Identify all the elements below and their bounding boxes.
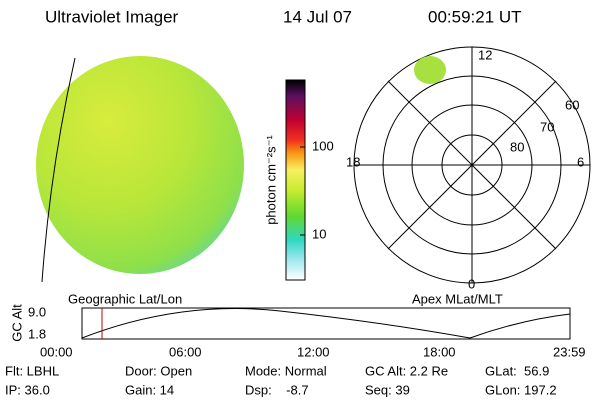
panel-label: Geographic Lat/Lon <box>68 291 182 306</box>
x-tick-label: 12:00 <box>297 344 330 359</box>
y-tick-label: 1.8 <box>28 326 46 341</box>
status-field: Seq: 39 <box>365 382 410 397</box>
panel-label: Apex MLat/MLT <box>412 291 503 306</box>
status-field: GC Alt: 2.2 Re <box>365 363 448 378</box>
mlt-label: 6 <box>577 154 584 169</box>
lat-label: 60 <box>565 97 579 112</box>
x-tick-label: 00:00 <box>40 344 73 359</box>
date: 14 Jul 07 <box>283 7 352 26</box>
status-field: IP: 36.0 <box>5 382 50 397</box>
status-field: Flt: LBHL <box>5 363 59 378</box>
terminator-line <box>41 57 76 283</box>
status-field: Mode: Normal <box>245 363 327 378</box>
x-tick-label: 06:00 <box>169 344 202 359</box>
mlt-label: 18 <box>346 154 360 169</box>
lat-label: 80 <box>510 139 524 154</box>
lat-label: 70 <box>540 119 554 134</box>
colorbar-tick-label: 10 <box>312 226 326 241</box>
mlt-label: 0 <box>468 276 475 291</box>
colorbar-tick-label: 100 <box>312 138 334 153</box>
time: 00:59:21 UT <box>428 7 522 26</box>
colorbar <box>285 79 306 281</box>
polar-grid <box>353 46 591 284</box>
footer: Flt: LBHL Door: Open Mode: Normal GC Alt: 2… <box>5 363 557 397</box>
aurora-blob <box>414 56 446 84</box>
x-tick-label: 23:59 <box>553 344 586 359</box>
status-field: GLat: 56.9 <box>485 363 549 378</box>
status-field: Gain: 14 <box>125 382 174 397</box>
x-tick-label: 18:00 <box>423 344 456 359</box>
title: Ultraviolet Imager <box>45 7 179 26</box>
y-tick-label: 9.0 <box>28 304 46 319</box>
status-field: Door: Open <box>125 363 192 378</box>
altitude-panel <box>81 307 571 340</box>
altitude-curve <box>81 308 571 339</box>
y-axis-label: GC Alt <box>9 304 24 342</box>
uv-image <box>36 56 244 274</box>
mlt-label: 12 <box>478 47 492 62</box>
colorbar-label: photon cm⁻²s⁻¹ <box>263 135 278 225</box>
status-field: Dsp: -8.7 <box>245 382 309 397</box>
status-field: GLon: 197.2 <box>485 382 557 397</box>
